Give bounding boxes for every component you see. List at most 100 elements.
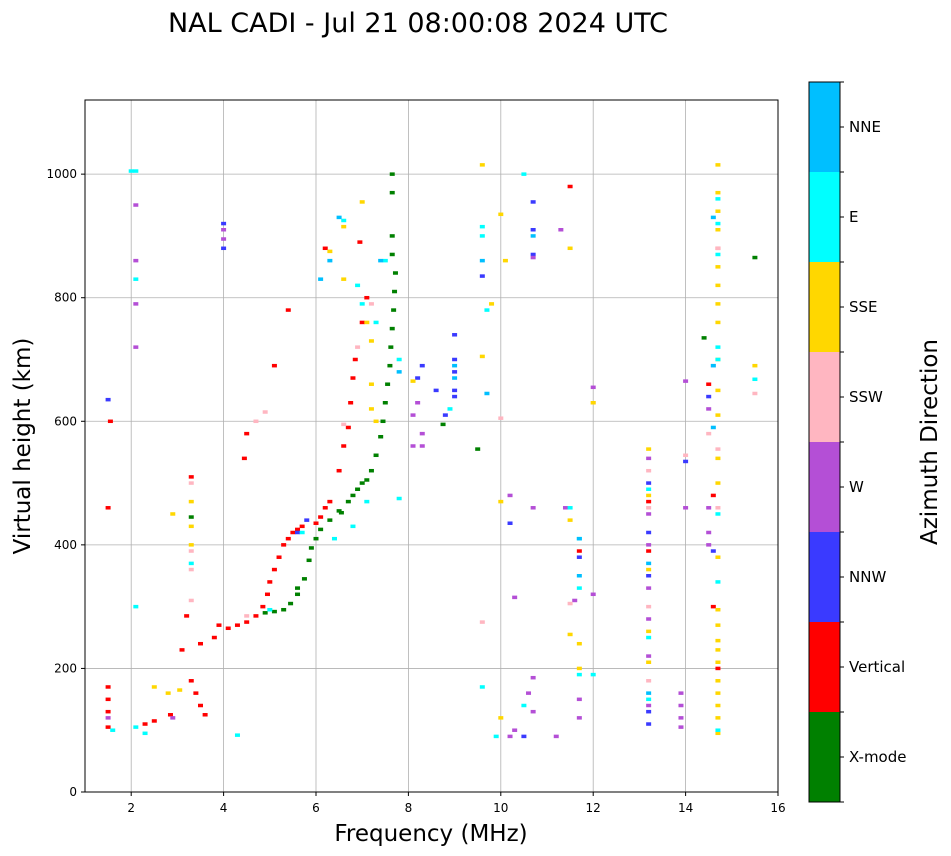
data-point	[507, 521, 513, 525]
data-point	[715, 703, 721, 708]
data-point	[262, 611, 268, 615]
data-point	[322, 506, 328, 510]
data-point	[216, 623, 222, 627]
data-point	[646, 586, 652, 590]
data-point	[715, 623, 721, 627]
plot-frame	[84, 99, 779, 793]
data-point	[188, 549, 194, 553]
data-point	[271, 363, 277, 368]
data-point	[318, 277, 324, 281]
data-point	[706, 543, 712, 547]
data-point	[352, 357, 358, 362]
data-point	[260, 604, 266, 609]
x-tick-label: 12	[586, 801, 601, 815]
data-point	[433, 388, 439, 393]
data-point	[142, 731, 148, 736]
y-tick-label: 600	[54, 414, 77, 428]
data-point	[715, 638, 721, 643]
data-point	[479, 234, 485, 238]
data-point	[715, 252, 721, 257]
data-point	[396, 357, 402, 362]
data-point	[295, 586, 301, 590]
data-point	[327, 518, 333, 522]
colorbar-segment	[809, 82, 840, 172]
data-point	[646, 709, 652, 714]
data-point	[341, 224, 347, 229]
data-point	[308, 546, 314, 550]
data-point	[706, 382, 712, 386]
data-point	[304, 518, 310, 522]
data-point	[683, 459, 689, 464]
data-point	[715, 163, 721, 167]
data-point	[267, 580, 273, 584]
data-point	[392, 289, 398, 294]
data-point	[715, 283, 721, 288]
data-point	[364, 478, 370, 482]
data-point	[706, 530, 712, 535]
data-point	[389, 190, 395, 195]
data-point	[306, 558, 312, 563]
data-point	[521, 172, 527, 176]
data-point	[355, 345, 361, 349]
data-point	[752, 377, 758, 382]
data-point	[234, 733, 240, 737]
data-point	[576, 641, 582, 646]
data-point	[253, 419, 259, 424]
data-point	[452, 357, 458, 362]
data-point	[752, 255, 758, 260]
data-point	[498, 212, 504, 217]
data-point	[567, 184, 573, 189]
data-point	[378, 258, 384, 263]
data-point	[590, 592, 596, 597]
colorbar-segment	[809, 352, 840, 442]
data-point	[452, 333, 458, 337]
data-point	[133, 345, 139, 349]
data-point	[188, 499, 194, 504]
data-point	[368, 302, 374, 306]
data-point	[479, 274, 485, 278]
data-point	[701, 336, 707, 340]
data-point	[388, 345, 394, 349]
data-point	[253, 614, 259, 618]
data-point	[706, 506, 712, 510]
colorbar-tick-label: SSW	[849, 388, 883, 406]
data-point	[479, 620, 485, 624]
data-point	[710, 493, 716, 498]
data-point	[715, 246, 721, 251]
data-point	[715, 728, 721, 732]
data-point	[512, 595, 518, 600]
data-point	[715, 228, 721, 232]
data-point	[336, 509, 342, 513]
data-point	[683, 506, 689, 510]
data-point	[382, 258, 388, 263]
data-point	[348, 401, 354, 405]
data-point	[576, 549, 582, 553]
data-point	[188, 567, 194, 572]
data-point	[512, 728, 518, 732]
data-point	[241, 456, 247, 461]
data-point	[234, 623, 240, 627]
colorbar-segment	[809, 622, 840, 712]
data-point	[646, 567, 652, 572]
data-point	[419, 444, 425, 448]
colorbar-tick-label: NNE	[849, 118, 881, 136]
data-point	[442, 413, 448, 417]
data-point	[567, 632, 573, 637]
data-point	[368, 468, 374, 473]
data-point	[359, 302, 365, 306]
y-tick-label: 1000	[46, 167, 77, 181]
data-point	[350, 493, 356, 498]
data-point	[331, 536, 337, 541]
data-point	[590, 401, 596, 405]
data-point	[646, 617, 652, 621]
data-point	[706, 431, 712, 436]
data-point	[364, 295, 370, 300]
data-point	[188, 515, 194, 519]
data-point	[188, 524, 194, 529]
data-point	[188, 598, 194, 603]
data-point	[244, 620, 250, 624]
data-point	[341, 277, 347, 281]
data-point	[452, 363, 458, 368]
series-vertical	[105, 184, 721, 729]
